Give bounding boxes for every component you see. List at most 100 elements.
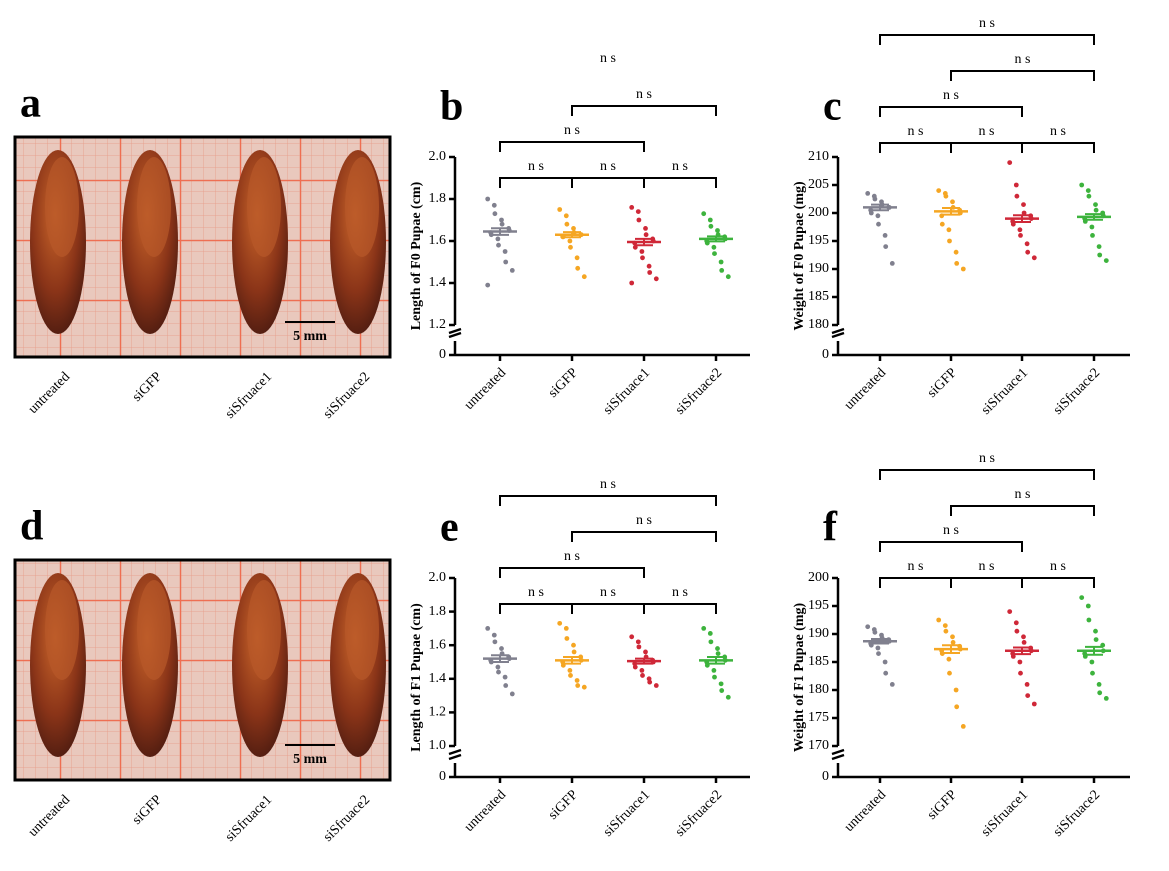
significance-label: n s <box>564 123 580 138</box>
y-tick-label: 195 <box>808 598 829 613</box>
chart: b 1.2 1.4 1.6 1.8 2.0 0 Length of F0 Pupae (cm)… <box>409 51 750 418</box>
y-axis-title: Weight of F0 Pupae (mg) <box>792 181 807 331</box>
data-point <box>1103 258 1109 263</box>
error-bar <box>635 657 653 665</box>
data-point <box>1014 193 1020 199</box>
data-point <box>1021 634 1026 640</box>
significance-label: n s <box>600 585 616 600</box>
data-point <box>1018 670 1023 676</box>
data-point <box>1025 249 1031 255</box>
panel-letter: f <box>823 505 838 551</box>
data-point <box>1079 182 1085 188</box>
axis-break <box>448 327 462 339</box>
data-point <box>643 232 649 238</box>
data-point <box>718 681 724 687</box>
data-point <box>950 634 955 640</box>
data-point <box>632 664 638 670</box>
data-point <box>636 644 642 650</box>
significance-label: n s <box>908 124 924 139</box>
data-point <box>1024 682 1030 687</box>
y-tick-label: 2.0 <box>429 570 447 585</box>
data-point <box>1031 701 1037 707</box>
data-point <box>715 228 720 233</box>
significance-bracket <box>571 531 717 542</box>
data-point <box>954 261 960 266</box>
photo-label: untreated <box>26 792 73 839</box>
y-tick-label: 190 <box>808 626 829 641</box>
y-tick-label: 1.2 <box>429 317 447 332</box>
y-tick-label: 175 <box>808 710 829 725</box>
error-bar <box>707 655 725 665</box>
data-point <box>1090 670 1095 676</box>
y-tick-label: 1.6 <box>429 233 447 248</box>
significance-label: n s <box>528 585 544 600</box>
significance-label: n s <box>1050 124 1066 139</box>
data-point <box>564 221 570 227</box>
data-point <box>499 217 504 223</box>
y-tick-label: 0 <box>822 769 829 784</box>
data-point <box>1031 255 1037 261</box>
x-tick-label: siSfruace2 <box>673 787 725 839</box>
data-point <box>1024 241 1030 247</box>
data-point <box>939 221 945 227</box>
error-bar <box>707 235 725 243</box>
significance-bracket <box>950 577 1023 588</box>
error-bar <box>563 655 581 665</box>
data-point <box>643 649 648 655</box>
data-point <box>725 694 731 700</box>
data-point <box>1086 193 1092 199</box>
data-point <box>725 274 731 280</box>
data-point <box>1093 207 1099 213</box>
error-bar <box>942 644 960 655</box>
y-tick-label: 170 <box>808 738 829 753</box>
y-axis-title: Length of F0 Pupae (cm) <box>409 181 424 330</box>
data-point <box>936 188 942 194</box>
data-point <box>629 634 635 640</box>
y-tick-label: 185 <box>808 654 829 669</box>
data-point <box>1085 188 1091 194</box>
significance-bracket <box>879 469 1095 480</box>
significance-bracket <box>879 541 1023 552</box>
y-tick-label: 1.8 <box>429 604 447 619</box>
y-tick-label: 210 <box>808 149 829 164</box>
y-tick-label: 1.2 <box>429 705 447 720</box>
data-point <box>943 193 949 199</box>
chart: f 170 175 180 185 190 195 200 0 Weight of F1 Pupa… <box>792 451 1130 840</box>
x-tick-label: untreated <box>842 787 889 834</box>
data-point <box>1096 244 1102 250</box>
y-tick-label: 200 <box>808 205 829 220</box>
data-point <box>1097 252 1103 258</box>
significance-bracket <box>571 105 717 116</box>
error-bar <box>563 231 581 239</box>
data-point <box>950 640 956 645</box>
y-tick-label: 190 <box>808 261 829 276</box>
data-point <box>571 226 576 231</box>
data-point <box>1007 609 1013 614</box>
data-point <box>872 196 878 202</box>
data-point <box>960 724 966 729</box>
data-point <box>883 244 889 250</box>
x-tick-label: siSfruace1 <box>601 787 653 839</box>
data-point <box>575 265 581 271</box>
data-point <box>868 210 874 216</box>
data-point <box>563 626 569 631</box>
data-point <box>639 249 645 254</box>
data-point <box>502 249 508 254</box>
chart: e 1.0 1.2 1.4 1.6 1.8 2.0 0 Length of F1 Pupae (… <box>409 477 750 840</box>
data-point <box>1093 202 1098 208</box>
data-point <box>1014 628 1020 634</box>
data-point <box>719 268 725 273</box>
panel-letter: e <box>440 505 459 551</box>
chart: c 180 185 190 195 200 205 210 0 Weight of F0 Pupa… <box>792 16 1130 418</box>
data-point <box>943 628 949 634</box>
significance-label: n s <box>1015 487 1031 502</box>
data-point <box>653 683 659 688</box>
data-point <box>568 244 573 250</box>
data-point <box>708 639 714 645</box>
data-point <box>889 682 895 687</box>
data-point <box>872 629 878 635</box>
error-bar <box>1085 645 1103 656</box>
significance-label: n s <box>908 559 924 574</box>
data-point <box>876 651 881 656</box>
charts: b 1.2 1.4 1.6 1.8 2.0 0 Length of F0 Pupae (cm)… <box>409 16 1130 840</box>
